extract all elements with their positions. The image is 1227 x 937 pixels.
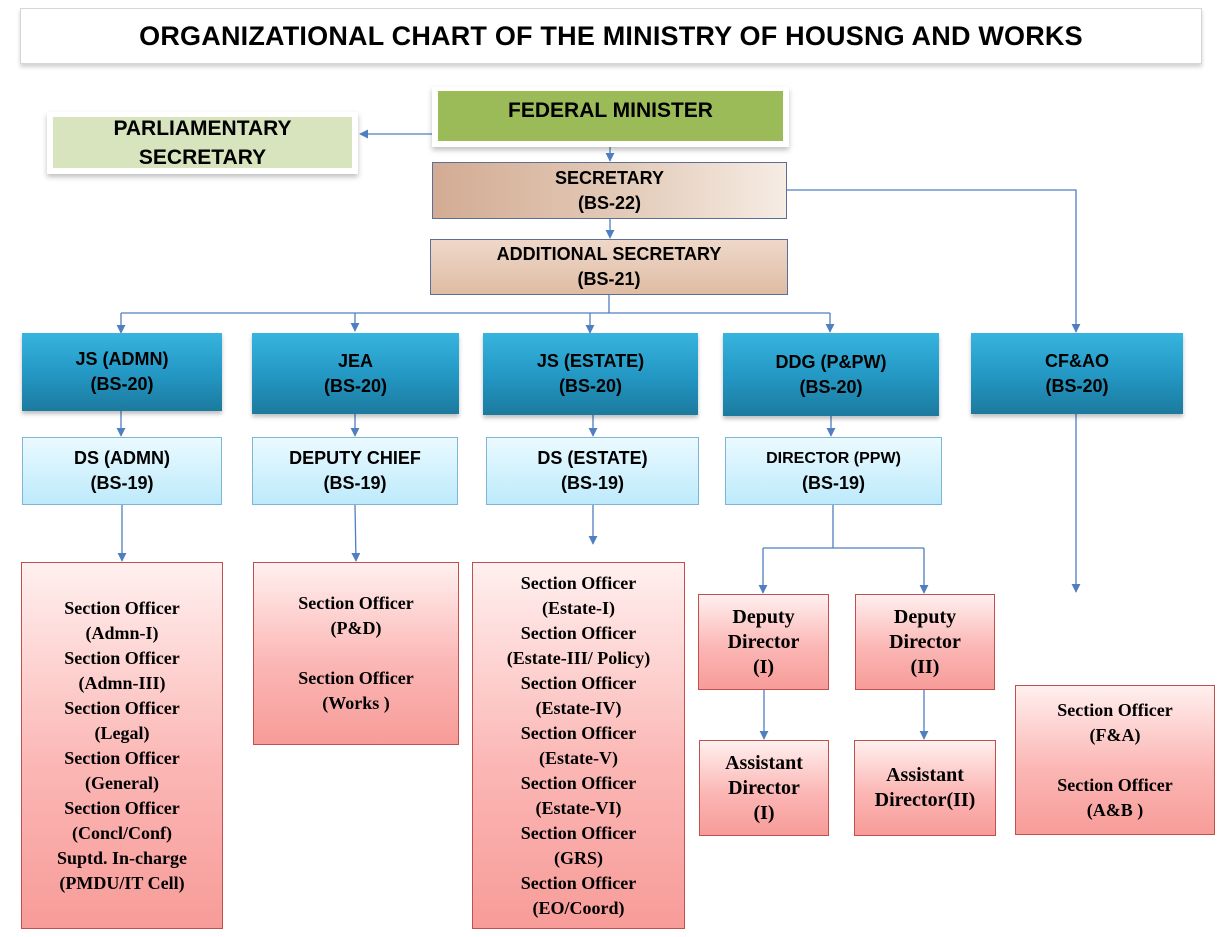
officer-line: Section Officer (520, 622, 637, 643)
deputy-director-2-box: Deputy Director (II) (855, 594, 995, 690)
parliamentary-secretary-line: SECRETARY (138, 145, 267, 169)
ds-admn-grade: (BS-19) (90, 473, 154, 493)
assistant-director-2-box: Assistant Director(II) (854, 740, 996, 836)
ad1-line: (I) (753, 801, 775, 824)
chart-title-text: ORGANIZATIONAL CHART OF THE MINISTRY OF … (139, 20, 1083, 51)
officer-line: Section Officer (298, 668, 414, 688)
connector-director-bus (763, 505, 924, 549)
jea-section-officers-box: Section Officer (P&D) Section Officer (W… (253, 562, 459, 745)
officer-line: (EO/Coord) (532, 897, 625, 918)
ds-admn-box: DS (ADMN) (BS-19) (22, 437, 222, 505)
officer-line: Section Officer (520, 772, 637, 793)
dd1-line: Director (727, 630, 800, 653)
jea-title: JEA (337, 350, 373, 371)
deputy-chief-grade: (BS-19) (323, 473, 387, 493)
federal-minister-label: FEDERAL MINISTER (508, 99, 713, 122)
cfao-title: CF&AO (1045, 350, 1109, 371)
officer-line: Section Officer (64, 797, 180, 818)
dd1-line: (I) (752, 655, 775, 678)
officer-line: (Estate-III/ Policy) (506, 647, 651, 668)
officer-line: Section Officer (64, 697, 180, 718)
chart-title: ORGANIZATIONAL CHART OF THE MINISTRY OF … (20, 8, 1202, 64)
director-ppw-box: DIRECTOR (PPW) (BS-19) (725, 437, 942, 505)
parliamentary-secretary-box: PARLIAMENTARY SECRETARY (47, 112, 358, 174)
federal-minister-box: FEDERAL MINISTER (432, 87, 789, 147)
jea-box: JEA (BS-20) (252, 333, 459, 414)
dd1-line: Deputy (732, 605, 795, 628)
secretary-box: SECRETARY (BS-22) (432, 162, 787, 219)
cfao-grade: (BS-20) (1045, 375, 1109, 396)
arrow-deputy-chief-officers (351, 504, 361, 562)
officer-line: (Estate-V) (539, 747, 618, 768)
officer-line: Section Officer (64, 647, 180, 668)
estate-section-officers-box: Section Officer (Estate-I) Section Offic… (472, 562, 685, 929)
ad1-line: Director (728, 776, 800, 799)
officer-line: Section Officer (64, 747, 180, 768)
ad2-line: Director(II) (874, 789, 976, 811)
ddg-grade: (BS-20) (799, 376, 863, 397)
js-estate-box: JS (ESTATE) (BS-20) (483, 333, 698, 415)
director-ppw-title: DIRECTOR (PPW) (766, 450, 901, 467)
js-admn-grade: (BS-20) (90, 374, 154, 394)
officer-line: (Concl/Conf) (72, 822, 172, 843)
ddg-title: DDG (P&PW) (775, 351, 887, 372)
additional-secretary-box: ADDITIONAL SECRETARY (BS-21) (430, 239, 788, 295)
parliamentary-secretary-line: PARLIAMENTARY (113, 116, 292, 140)
officer-line: (General) (85, 772, 159, 793)
secretary-grade: (BS-22) (577, 192, 641, 213)
deputy-chief-box: DEPUTY CHIEF (BS-19) (252, 437, 458, 505)
deputy-chief-title: DEPUTY CHIEF (289, 448, 421, 468)
js-estate-title: JS (ESTATE) (536, 351, 645, 371)
ddg-box: DDG (P&PW) (BS-20) (723, 333, 939, 416)
officer-line: Section Officer (1057, 699, 1173, 720)
officer-line: (Admn-III) (78, 672, 166, 693)
officer-line: Section Officer (520, 872, 637, 893)
ds-estate-grade: (BS-19) (560, 473, 624, 493)
officer-line: Suptd. In-charge (56, 847, 188, 868)
officer-line: Section Officer (64, 597, 180, 618)
officer-line: Section Officer (1057, 774, 1173, 795)
js-admn-box: JS (ADMN) (BS-20) (22, 333, 222, 411)
officer-line: (Estate-VI) (535, 797, 622, 818)
officer-line: Section Officer (520, 722, 637, 743)
dd2-line: (II) (910, 655, 940, 678)
js-admn-title: JS (ADMN) (75, 349, 169, 369)
officer-line: (A&B ) (1086, 799, 1144, 820)
cfao-section-officers-box: Section Officer (F&A) Section Officer (A… (1015, 685, 1215, 835)
director-ppw-grade: (BS-19) (801, 473, 865, 493)
cfao-box: CF&AO (BS-20) (971, 333, 1183, 414)
officer-line: (F&A) (1089, 724, 1141, 745)
officer-line: (Admn-I) (85, 622, 159, 643)
officer-line: Section Officer (520, 572, 637, 593)
officer-line: (Works ) (322, 693, 390, 713)
ds-admn-title: DS (ADMN) (74, 448, 170, 468)
deputy-director-1-box: Deputy Director (I) (698, 594, 829, 690)
ad1-line: Assistant (725, 751, 803, 774)
arrow-secretary-cfao (787, 189, 1081, 333)
officer-line: (PMDU/IT Cell) (59, 872, 185, 893)
dd2-line: Director (889, 630, 961, 653)
ad2-line: Assistant (886, 764, 964, 786)
connector-additional-bus (121, 295, 830, 314)
ds-estate-box: DS (ESTATE) (BS-19) (486, 437, 699, 505)
officer-line: (GRS) (554, 847, 603, 868)
officer-line: (Estate-IV) (535, 697, 622, 718)
jea-grade: (BS-20) (323, 375, 387, 396)
officer-line: (Estate-I) (542, 597, 615, 618)
secretary-title: SECRETARY (554, 167, 664, 188)
additional-secretary-grade: (BS-21) (577, 269, 641, 289)
assistant-director-1-box: Assistant Director (I) (699, 740, 829, 836)
ds-estate-title: DS (ESTATE) (537, 448, 648, 468)
admn-section-officers-box: Section Officer (Admn-I) Section Officer… (21, 562, 223, 929)
additional-secretary-title: ADDITIONAL SECRETARY (496, 244, 722, 264)
officer-line: (Legal) (94, 722, 150, 743)
officer-line: Section Officer (520, 672, 637, 693)
dd2-line: Deputy (893, 605, 957, 628)
officer-line: Section Officer (520, 822, 637, 843)
officer-line: (P&D) (330, 618, 382, 638)
officer-line: Section Officer (298, 593, 414, 613)
js-estate-grade: (BS-20) (558, 376, 622, 396)
